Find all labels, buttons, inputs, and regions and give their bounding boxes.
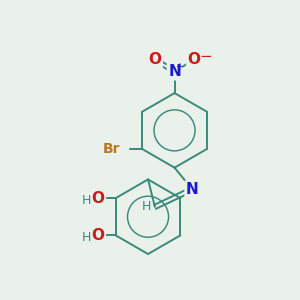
Text: O: O	[92, 190, 105, 206]
Text: N: N	[186, 182, 199, 197]
Text: O: O	[92, 228, 105, 243]
Text: H: H	[82, 231, 91, 244]
Text: O: O	[188, 52, 201, 67]
Text: Br: Br	[103, 142, 121, 156]
Text: H: H	[141, 200, 151, 213]
Text: N: N	[168, 64, 181, 79]
Text: H: H	[82, 194, 91, 207]
Text: −: −	[200, 49, 212, 64]
Text: O: O	[148, 52, 161, 67]
Text: +: +	[176, 61, 183, 72]
